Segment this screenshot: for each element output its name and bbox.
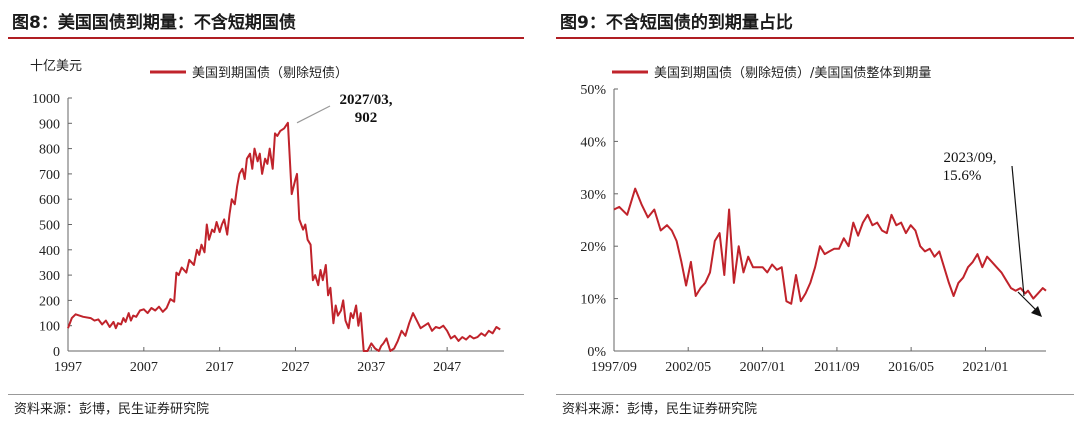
y-tick-label: 10% <box>580 293 606 308</box>
y-tick-label: 900 <box>39 117 60 132</box>
left-source-note: 资料来源：彭博，民生证券研究院 <box>14 402 210 417</box>
right-chart: 0% 10% 20% 30% 40% 50% 1997/09 2002/05 2007/01 20… <box>580 66 1047 375</box>
left-title-rule <box>8 37 524 39</box>
series-line <box>613 187 1047 305</box>
x-tick-label: 2037 <box>357 360 385 375</box>
right-source-rule <box>556 394 1074 395</box>
x-tick-label: 2011/09 <box>814 360 859 375</box>
y-tick-label: 200 <box>39 294 60 309</box>
annotation-label-date: 2027/03, <box>340 92 393 108</box>
trend-arrow-shaft <box>1017 291 1039 313</box>
left-source-rule <box>8 394 524 395</box>
y-tick-label: 20% <box>580 240 606 255</box>
right-panel: 图9：不含短国债的到期量占比 0% 10% 20% 30% 40% 50% 1997/09 2… <box>548 0 1080 421</box>
y-tick-label: 400 <box>39 244 60 259</box>
right-title-rule <box>556 37 1074 39</box>
y-tick-label: 700 <box>39 168 60 183</box>
x-tick-label: 1997 <box>54 360 82 375</box>
y-tick-label: 800 <box>39 143 60 158</box>
y-tick-label: 500 <box>39 219 60 234</box>
y-tick-label: 100 <box>39 320 60 335</box>
legend-label: 美国到期国债（剔除短债） <box>192 66 348 81</box>
y-tick-label: 30% <box>580 188 606 203</box>
series-line <box>67 121 501 352</box>
right-chart-title: 图9：不含短国债的到期量占比 <box>560 13 793 33</box>
y-tick-label: 50% <box>580 83 606 98</box>
left-chart-title: 图8：美国国债到期量：不含短期国债 <box>12 13 296 33</box>
y-axis-unit: 十亿美元 <box>30 59 82 74</box>
y-tick-label: 0 <box>53 345 60 360</box>
x-tick-label: 2002/05 <box>665 360 711 375</box>
left-chart: 0 100 200 300 400 500 600 700 800 900 1000 1997 2007… <box>30 59 504 375</box>
right-source-note: 资料来源：彭博，民生证券研究院 <box>562 402 758 417</box>
x-tick-label: 2007 <box>130 360 158 375</box>
x-tick-label: 2027 <box>281 360 309 375</box>
y-tick-label: 1000 <box>32 92 60 107</box>
trend-arrow-head <box>1031 306 1042 317</box>
annotation-label-date: 2023/09, <box>944 150 997 166</box>
legend-label: 美国到期国债（剔除短债）/美国国债整体到期量 <box>654 66 931 81</box>
x-tick-label: 2017 <box>206 360 234 375</box>
y-tick-label: 40% <box>580 135 606 150</box>
left-panel: 图8：美国国债到期量：不含短期国债 0 100 200 300 400 500 600 700… <box>0 0 530 421</box>
annotation-leader <box>1011 165 1025 297</box>
annotation-leader <box>296 105 331 124</box>
x-tick-label: 2021/01 <box>963 360 1009 375</box>
y-tick-label: 600 <box>39 193 60 208</box>
x-tick-label: 2007/01 <box>740 360 786 375</box>
annotation-label-value: 15.6% <box>943 168 982 184</box>
annotation-label-value: 902 <box>355 110 378 126</box>
x-tick-label: 2047 <box>433 360 461 375</box>
y-tick-label: 300 <box>39 269 60 284</box>
x-tick-label: 1997/09 <box>591 360 637 375</box>
x-tick-label: 2016/05 <box>888 360 934 375</box>
y-tick-label: 0% <box>587 345 606 360</box>
